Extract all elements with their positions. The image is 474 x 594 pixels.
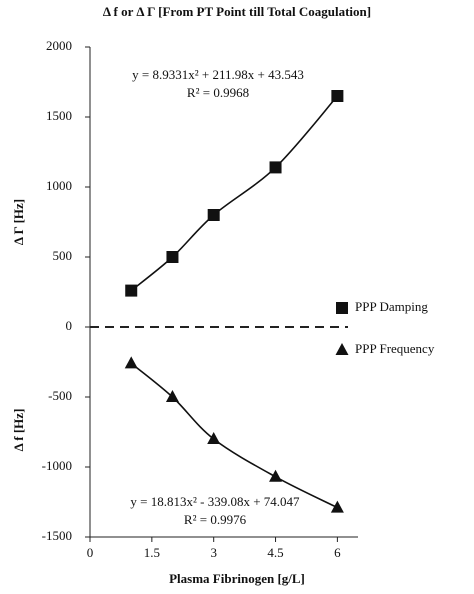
marker <box>125 284 138 297</box>
y-tick-label: -1500 <box>42 528 72 543</box>
marker <box>207 209 220 221</box>
x-tick-label: 6 <box>334 545 341 560</box>
fit-r2: R² = 0.9976 <box>184 512 247 527</box>
marker <box>165 390 179 402</box>
y-tick-label: 0 <box>66 318 73 333</box>
y-axis-label-lower: Δ f [Hz] <box>11 409 26 452</box>
fit-r2: R² = 0.9968 <box>187 85 249 100</box>
y-axis-label-upper: Δ Γ [Hz] <box>11 199 26 245</box>
x-axis-label: Plasma Fibrinogen [g/L] <box>169 571 305 586</box>
x-tick-label: 1.5 <box>144 545 160 560</box>
marker <box>124 356 138 369</box>
marker <box>207 432 221 444</box>
y-tick-label: -1000 <box>42 458 72 473</box>
y-tick-label: 1000 <box>46 178 72 193</box>
marker <box>269 161 282 174</box>
fit-equation: y = 8.9331x² + 211.98x + 43.543 <box>132 67 304 82</box>
fit-equation: y = 18.813x² - 339.08x + 74.047 <box>130 494 300 509</box>
y-tick-label: 2000 <box>46 38 72 53</box>
legend-marker <box>336 302 348 314</box>
marker <box>330 500 344 513</box>
x-tick-label: 0 <box>87 545 94 560</box>
y-tick-label: 1500 <box>46 108 72 123</box>
trend-line <box>130 95 338 292</box>
x-tick-label: 3 <box>210 545 217 560</box>
x-tick-label: 4.5 <box>267 545 283 560</box>
y-tick-label: -500 <box>48 388 72 403</box>
trend-line <box>130 362 338 509</box>
marker <box>331 90 344 102</box>
chart-title: Δ f or Δ Γ [From PT Point till Total Coa… <box>103 4 371 19</box>
legend-label: PPP Frequency <box>355 341 435 356</box>
y-tick-label: 500 <box>53 248 73 263</box>
legend-label: PPP Damping <box>355 299 428 314</box>
legend-marker <box>335 343 349 355</box>
marker <box>269 469 283 482</box>
marker <box>166 251 179 263</box>
